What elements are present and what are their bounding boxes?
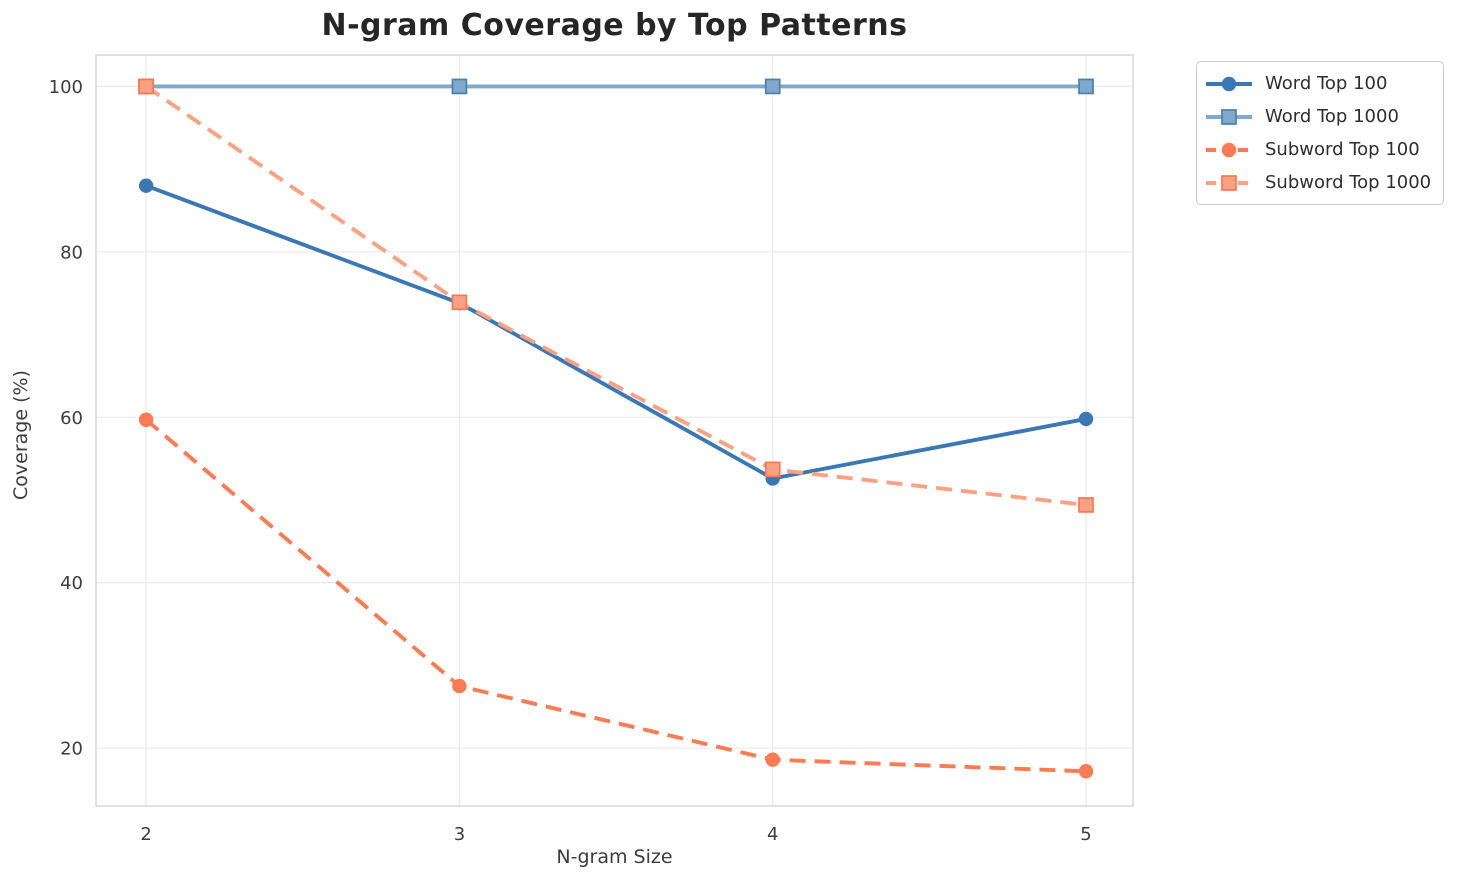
series-line-word-top-100 bbox=[144, 183, 1088, 481]
legend-marker-square-subword-top-1000 bbox=[1221, 174, 1237, 191]
axes-border bbox=[95, 54, 1134, 807]
series-line-subword-top-1000 bbox=[144, 84, 1087, 507]
marker-square-subword-top-1000 bbox=[1078, 497, 1094, 513]
legend-item-subword-top-100: Subword Top 100 bbox=[1205, 133, 1431, 166]
marker-circle-subword-top-100 bbox=[452, 678, 467, 694]
legend-marker-circle-subword-top-100 bbox=[1221, 142, 1237, 157]
y-tick-label: 40 bbox=[60, 573, 83, 594]
y-tick-label: 20 bbox=[60, 739, 83, 760]
marker-circle-subword-top-100 bbox=[1078, 764, 1094, 779]
marker-square-subword-top-1000 bbox=[451, 294, 468, 311]
marker-circle-subword-top-100 bbox=[138, 412, 154, 427]
marker-circle-word-top-100 bbox=[1078, 411, 1094, 427]
marker-square-word-top-1000 bbox=[764, 78, 781, 95]
y-tick-label: 60 bbox=[60, 408, 83, 429]
legend-sample-word-top-1000 bbox=[1206, 108, 1252, 125]
legend-sample-subword-top-1000 bbox=[1206, 174, 1252, 191]
legend-item-word-top-100: Word Top 100 bbox=[1205, 67, 1431, 100]
y-tick-label: 100 bbox=[49, 77, 83, 98]
legend-label-word-top-100: Word Top 100 bbox=[1265, 73, 1388, 94]
legend: Word Top 100 Word Top 1000 Subword Top 100… bbox=[1196, 61, 1445, 205]
series-line-subword-top-100 bbox=[144, 418, 1087, 774]
legend-label-word-top-1000: Word Top 1000 bbox=[1265, 106, 1399, 127]
marker-square-word-top-1000 bbox=[1078, 78, 1094, 95]
legend-item-word-top-1000: Word Top 1000 bbox=[1205, 100, 1431, 133]
x-tick-label: 4 bbox=[767, 824, 778, 845]
marker-square-subword-top-1000 bbox=[764, 461, 781, 478]
legend-marker-square-word-top-1000 bbox=[1221, 108, 1237, 125]
legend-marker-circle-word-top-100 bbox=[1221, 76, 1237, 91]
marker-square-word-top-1000 bbox=[451, 78, 468, 95]
legend-label-subword-top-100: Subword Top 100 bbox=[1265, 139, 1420, 160]
legend-sample-subword-top-100 bbox=[1206, 142, 1252, 157]
x-tick-label: 2 bbox=[140, 824, 151, 845]
marker-circle-word-top-100 bbox=[138, 178, 154, 193]
x-tick-label: 3 bbox=[454, 824, 465, 845]
legend-label-subword-top-1000: Subword Top 1000 bbox=[1265, 172, 1432, 193]
legend-item-subword-top-1000: Subword Top 1000 bbox=[1205, 166, 1431, 199]
y-axis-label: Coverage (%) bbox=[10, 370, 32, 500]
marker-circle-subword-top-100 bbox=[765, 752, 780, 767]
x-axis-label: N-gram Size bbox=[556, 846, 673, 868]
legend-sample-word-top-100 bbox=[1206, 76, 1252, 91]
x-tick-label: 5 bbox=[1080, 824, 1091, 845]
chart-title: N-gram Coverage by Top Patterns bbox=[321, 8, 908, 43]
y-tick-label: 80 bbox=[60, 242, 83, 263]
marker-square-subword-top-1000 bbox=[138, 78, 154, 95]
